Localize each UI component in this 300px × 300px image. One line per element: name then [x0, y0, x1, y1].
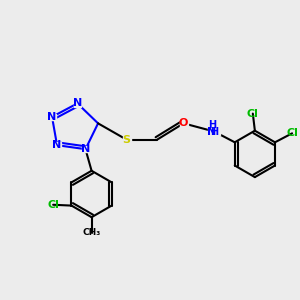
Text: Cl: Cl: [247, 109, 259, 118]
Text: S: S: [123, 135, 130, 145]
Bar: [53, 142, 61, 148]
Text: Cl: Cl: [47, 200, 59, 210]
Bar: [179, 120, 188, 127]
Bar: [208, 128, 220, 135]
Text: N: N: [73, 98, 82, 108]
Text: N: N: [81, 144, 90, 154]
Bar: [48, 114, 56, 120]
Text: Cl: Cl: [286, 128, 298, 138]
Text: CH₃: CH₃: [82, 228, 101, 237]
Text: O: O: [179, 118, 188, 128]
Text: H: H: [210, 127, 218, 136]
Text: N: N: [52, 140, 62, 150]
Bar: [82, 146, 89, 152]
Bar: [74, 100, 81, 107]
Text: H: H: [208, 120, 216, 130]
Text: N: N: [208, 127, 217, 136]
Bar: [122, 136, 130, 143]
Text: N: N: [47, 112, 57, 122]
